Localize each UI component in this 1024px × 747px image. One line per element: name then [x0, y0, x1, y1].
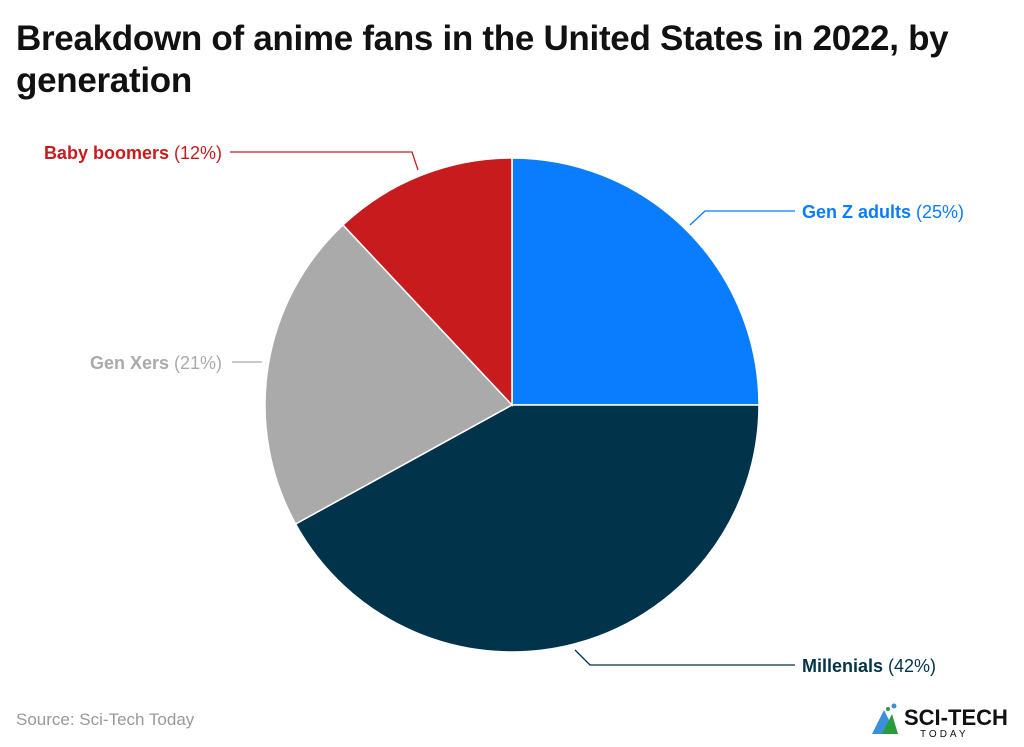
- slice-label-value: (25%): [911, 202, 964, 222]
- slice-label: Baby boomers (12%): [44, 143, 222, 163]
- pie-slice-gen-z-adults: [511, 157, 760, 406]
- leader-line: [230, 151, 419, 171]
- slice-label: Gen Z adults (25%): [802, 202, 964, 222]
- slice-label: Millenials (42%): [802, 656, 936, 676]
- leader-line: [689, 210, 795, 226]
- svg-text:TODAY: TODAY: [920, 729, 969, 740]
- slice-label-value: (12%): [169, 143, 222, 163]
- slice-label-value: (42%): [883, 656, 936, 676]
- slice-label-name: Baby boomers: [44, 143, 169, 163]
- slice-label: Gen Xers (21%): [90, 353, 222, 373]
- chart-title: Breakdown of anime fans in the United St…: [16, 19, 949, 100]
- slice-label-value: (21%): [169, 353, 222, 373]
- slice-label-name: Gen Z adults: [802, 202, 911, 222]
- source-note: Source: Sci-Tech Today: [16, 710, 195, 729]
- slice-label-name: Millenials: [802, 656, 883, 676]
- pie-slice-millenials: [294, 404, 760, 653]
- pie-slice-gen-xers: [264, 223, 514, 526]
- leader-line: [574, 649, 795, 666]
- slice-label-name: Gen Xers: [90, 353, 169, 373]
- pie-slice-baby-boomers: [341, 157, 513, 407]
- sci-tech-logo: SCI-TECH TODAY: [868, 700, 1018, 740]
- svg-text:SCI-TECH: SCI-TECH: [904, 705, 1008, 730]
